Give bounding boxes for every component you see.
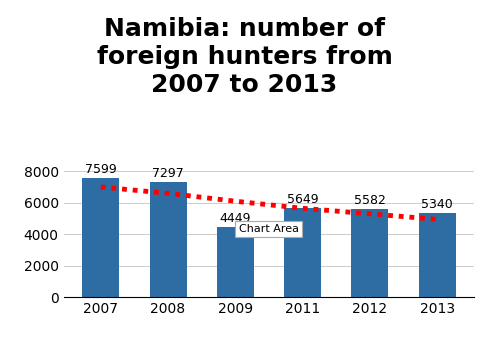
Text: 5582: 5582	[353, 194, 385, 207]
Text: Chart Area: Chart Area	[238, 224, 298, 234]
Bar	[82, 177, 119, 297]
Text: 7599: 7599	[85, 163, 116, 175]
Bar	[216, 227, 253, 297]
Text: 7297: 7297	[152, 167, 183, 180]
Text: 5649: 5649	[286, 193, 318, 206]
Bar	[351, 210, 387, 297]
Text: Namibia: number of
foreign hunters from
2007 to 2013: Namibia: number of foreign hunters from …	[96, 17, 392, 97]
Text: 4449: 4449	[219, 212, 250, 225]
Text: 5340: 5340	[421, 198, 452, 211]
Bar	[284, 208, 321, 297]
Bar	[149, 182, 186, 297]
Bar	[418, 213, 455, 297]
